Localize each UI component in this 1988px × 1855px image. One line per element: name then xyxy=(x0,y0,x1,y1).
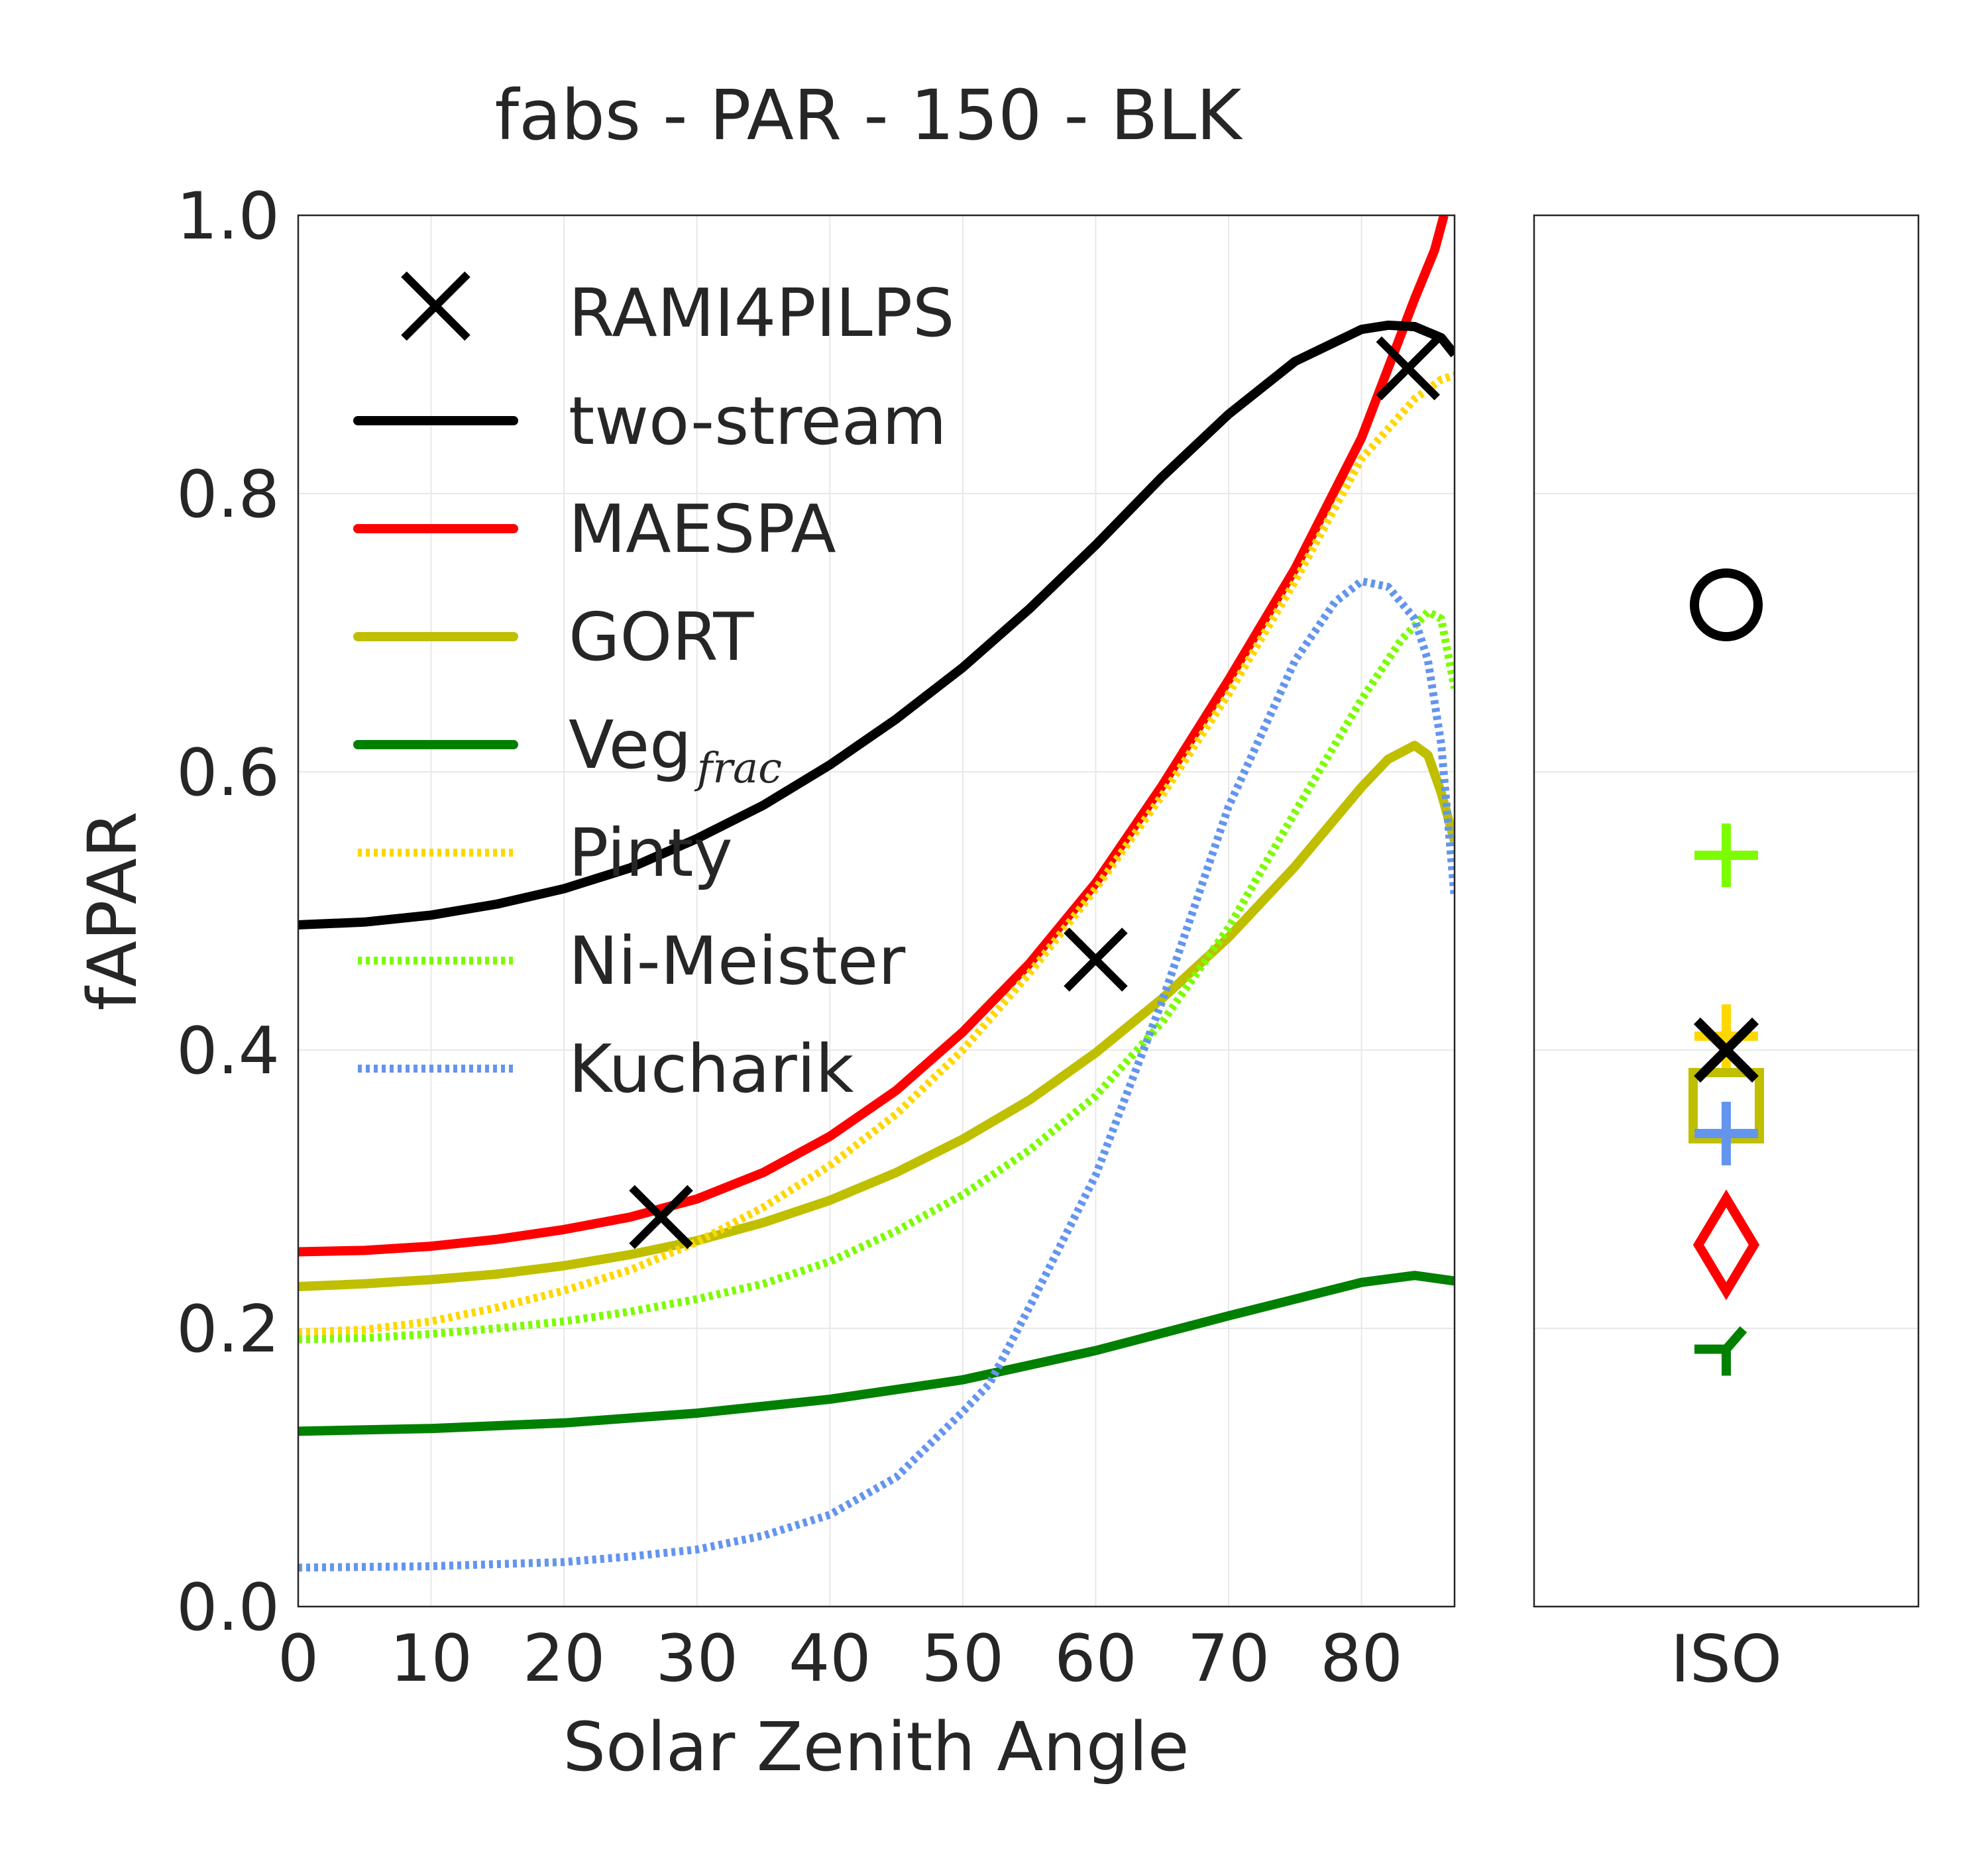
iso-marker-rami4pilps-top xyxy=(1694,1018,1759,1083)
legend-x-marker xyxy=(401,271,470,341)
iso-marker-two-stream xyxy=(1690,568,1763,641)
x-tick-label: 10 xyxy=(390,1621,472,1697)
legend-label: Ni-Meister xyxy=(569,922,906,1000)
legend-label: Kucharik xyxy=(569,1030,854,1108)
legend-label: MAESPA xyxy=(569,490,836,568)
series-line-pinty xyxy=(298,371,1455,1337)
series-line-gort xyxy=(298,741,1455,1291)
iso-marker-maespa xyxy=(1692,1189,1760,1300)
legend-item: two-stream xyxy=(353,382,947,460)
main-plot: 0 10 20 30 40 50 60 70 80 0.0 0.2 0.4 0.6 0.8 1.0 Sol… xyxy=(74,179,1456,1787)
legend-item: GORT xyxy=(353,598,754,676)
legend-item: Pinty xyxy=(358,814,733,892)
rami4pilps-marker xyxy=(629,1185,693,1249)
x-axis-label: Solar Zenith Angle xyxy=(563,1708,1189,1787)
iso-marker-kucharik xyxy=(1694,1102,1758,1165)
series-line-kucharik xyxy=(298,577,1455,1572)
x-tick-label: 50 xyxy=(922,1621,1005,1697)
legend-item: Veg frac xyxy=(353,706,782,793)
series-line-two-stream xyxy=(298,320,1455,929)
x-tick-label: 30 xyxy=(655,1621,738,1697)
legend-item: RAMI4PILPS xyxy=(401,271,955,352)
rami4pilps-marker xyxy=(1376,336,1441,401)
y-axis-label: fAPAR xyxy=(74,811,152,1010)
iso-grid xyxy=(1534,215,1918,1607)
series-line-veg-frac xyxy=(298,1271,1455,1436)
main-series xyxy=(298,215,1455,1572)
y-tick-label: 0.8 xyxy=(176,457,280,533)
y-tick-label: 0.4 xyxy=(176,1014,280,1089)
legend-item: Kucharik xyxy=(358,1030,854,1108)
x-tick-label: 70 xyxy=(1187,1621,1270,1697)
main-plot-frame xyxy=(297,214,1456,1608)
x-tick-label: 60 xyxy=(1054,1621,1137,1697)
x-tick-label: 20 xyxy=(523,1621,606,1697)
y-tick-label: 0.6 xyxy=(176,735,280,811)
legend-label: Pinty xyxy=(569,814,733,892)
legend-label: RAMI4PILPS xyxy=(569,274,955,352)
legend-label: two-stream xyxy=(569,382,947,460)
iso-marker-veg-frac xyxy=(1694,1326,1747,1376)
iso-marker-ni-meister xyxy=(1694,823,1758,887)
legend-label: Veg frac xyxy=(569,706,782,793)
chart-title: fabs - PAR - 150 - BLK xyxy=(495,75,1244,156)
x-tick-label: 0 xyxy=(278,1621,319,1697)
iso-marker-pinty xyxy=(1694,1004,1758,1068)
iso-plot: ISO xyxy=(1533,214,1920,1697)
y-tick-label: 0.0 xyxy=(176,1570,280,1646)
y-tick-label: 1.0 xyxy=(176,179,280,254)
x-tick-labels: 0 10 20 30 40 50 60 70 80 xyxy=(278,1621,1403,1697)
iso-plot-frame xyxy=(1533,214,1920,1608)
legend: RAMI4PILPS two-stream MAESPA GORT Veg frac Pin… xyxy=(353,271,955,1108)
iso-markers xyxy=(1688,568,1764,1376)
y-tick-labels: 0.0 0.2 0.4 0.6 0.8 1.0 xyxy=(176,179,280,1646)
x-tick-label: 80 xyxy=(1320,1621,1403,1697)
legend-item: Ni-Meister xyxy=(358,922,906,1000)
y-tick-label: 0.2 xyxy=(176,1292,280,1367)
iso-axis-label: ISO xyxy=(1671,1622,1782,1697)
rami4pilps-marker xyxy=(1064,928,1128,992)
legend-label: GORT xyxy=(569,598,754,676)
legend-item: MAESPA xyxy=(353,490,836,568)
x-tick-label: 40 xyxy=(789,1621,871,1697)
